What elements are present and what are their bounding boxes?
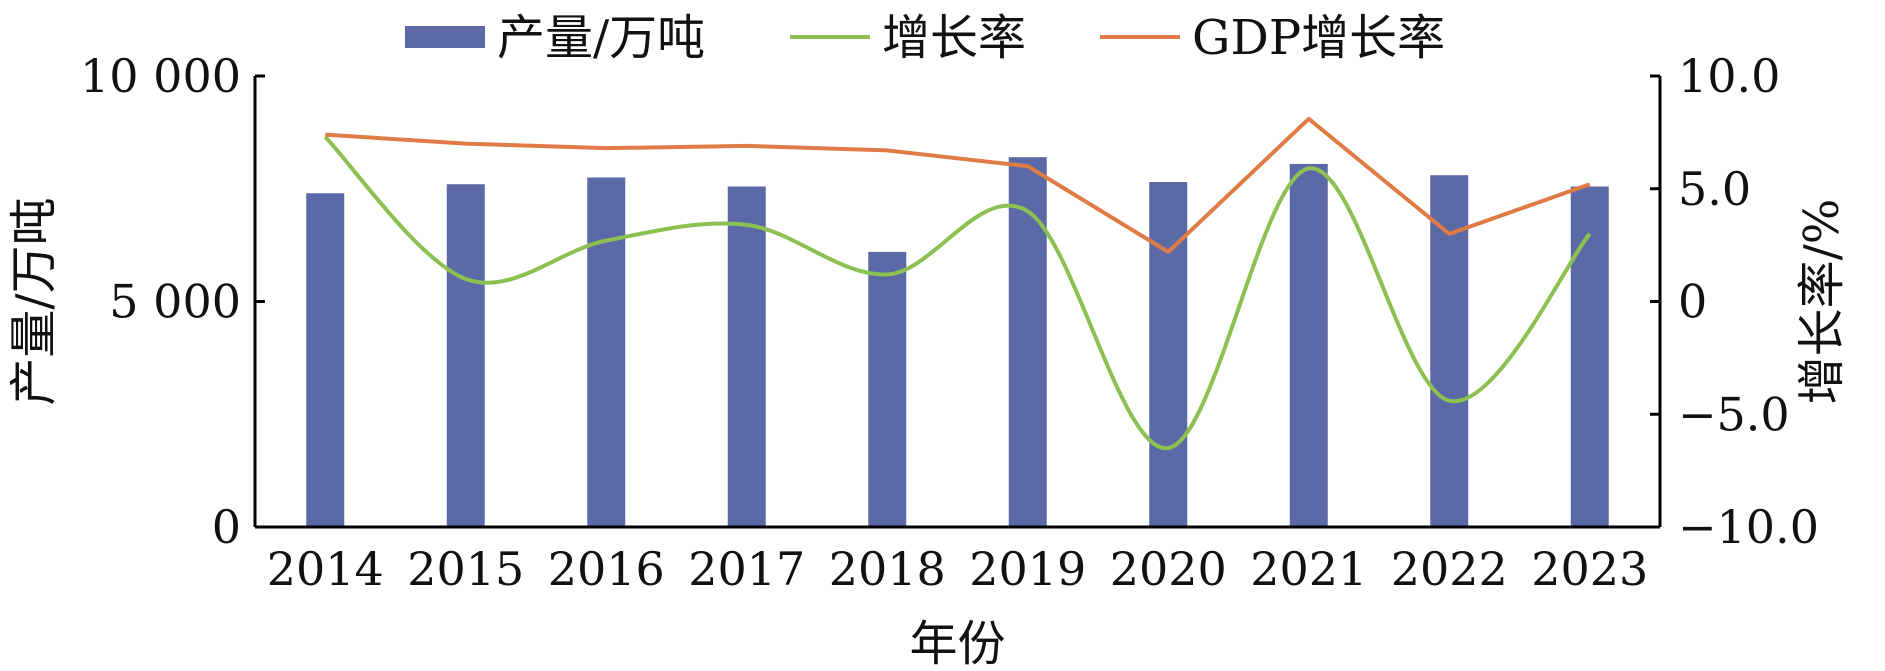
x-tick-label: 2019 [969,542,1086,596]
point-2019 [1026,164,1030,168]
x-tick-label: 2018 [829,542,946,596]
x-tick-label: 2015 [407,542,524,596]
point-2017 [745,223,749,227]
bar-2019 [1008,157,1047,527]
point-2020 [1166,250,1170,254]
legend-label: 产量/万吨 [497,10,705,66]
right-tick-label: 5.0 [1678,162,1751,216]
x-tick-label: 2016 [548,542,665,596]
x-axis-title: 年份 [909,616,1005,671]
series-line [325,116,1591,254]
point-2016 [604,239,608,243]
legend-label: 增长率 [882,10,1026,66]
point-2016 [604,146,608,150]
left-tick-label: 5 000 [109,275,241,329]
bar-2015 [446,184,485,528]
point-2021 [1307,166,1311,170]
x-tick-label: 2022 [1391,542,1508,596]
series-gdp-growth-rate [323,116,1592,254]
bar-2018 [868,251,907,527]
point-2014 [323,133,327,137]
line-series-group [323,116,1592,451]
x-tick-label: 2020 [1110,542,1227,596]
right-tick-label: 10.0 [1678,49,1780,103]
x-tick-label: 2017 [688,542,805,596]
series-line [323,135,1592,451]
series-growth-rate [323,135,1592,451]
point-2022 [1447,232,1451,236]
bar-2020 [1149,181,1188,528]
legend-item-2: 增长率 [790,10,1026,66]
bar-2017 [727,186,766,527]
left-y-axis-title: 产量/万吨 [6,197,62,405]
right-tick-label: −10.0 [1678,500,1819,554]
left-tick-label: 0 [212,500,241,554]
bar-2023 [1570,186,1609,527]
legend-swatch [405,26,485,48]
x-tick-label: 2023 [1531,542,1648,596]
x-tick-label: 2021 [1250,542,1367,596]
point-2020 [1166,446,1170,450]
point-2021 [1307,117,1311,121]
right-tick-label: −5.0 [1678,387,1790,441]
axes [253,74,1662,529]
bar-2016 [587,177,626,527]
point-2019 [1026,209,1030,213]
left-tick-label: 10 000 [80,49,241,103]
tick-labels: 0 5 000 10 000 −10.0 −5.0 0 5.0 10.0 2014 2015 201… [80,49,1819,596]
bar-2014 [306,193,345,527]
point-2015 [464,277,468,281]
bar-series [306,157,1609,528]
right-y-axis-title: 增长率/% [1794,199,1850,405]
point-2023 [1588,232,1592,236]
point-2018 [885,148,889,152]
x-tick-label: 2014 [267,542,384,596]
point-2015 [464,142,468,146]
point-2018 [885,272,889,276]
bar-2021 [1289,163,1328,527]
point-2023 [1588,182,1592,186]
right-tick-label: 0 [1678,275,1707,329]
legend-item-1: 产量/万吨 [405,10,705,66]
legend: 产量/万吨 增长率 GDP增长率 [405,10,1445,66]
legend-label: GDP增长率 [1192,10,1445,66]
point-2017 [745,144,749,148]
point-2022 [1447,399,1451,403]
legend-item-3: GDP增长率 [1100,10,1445,66]
